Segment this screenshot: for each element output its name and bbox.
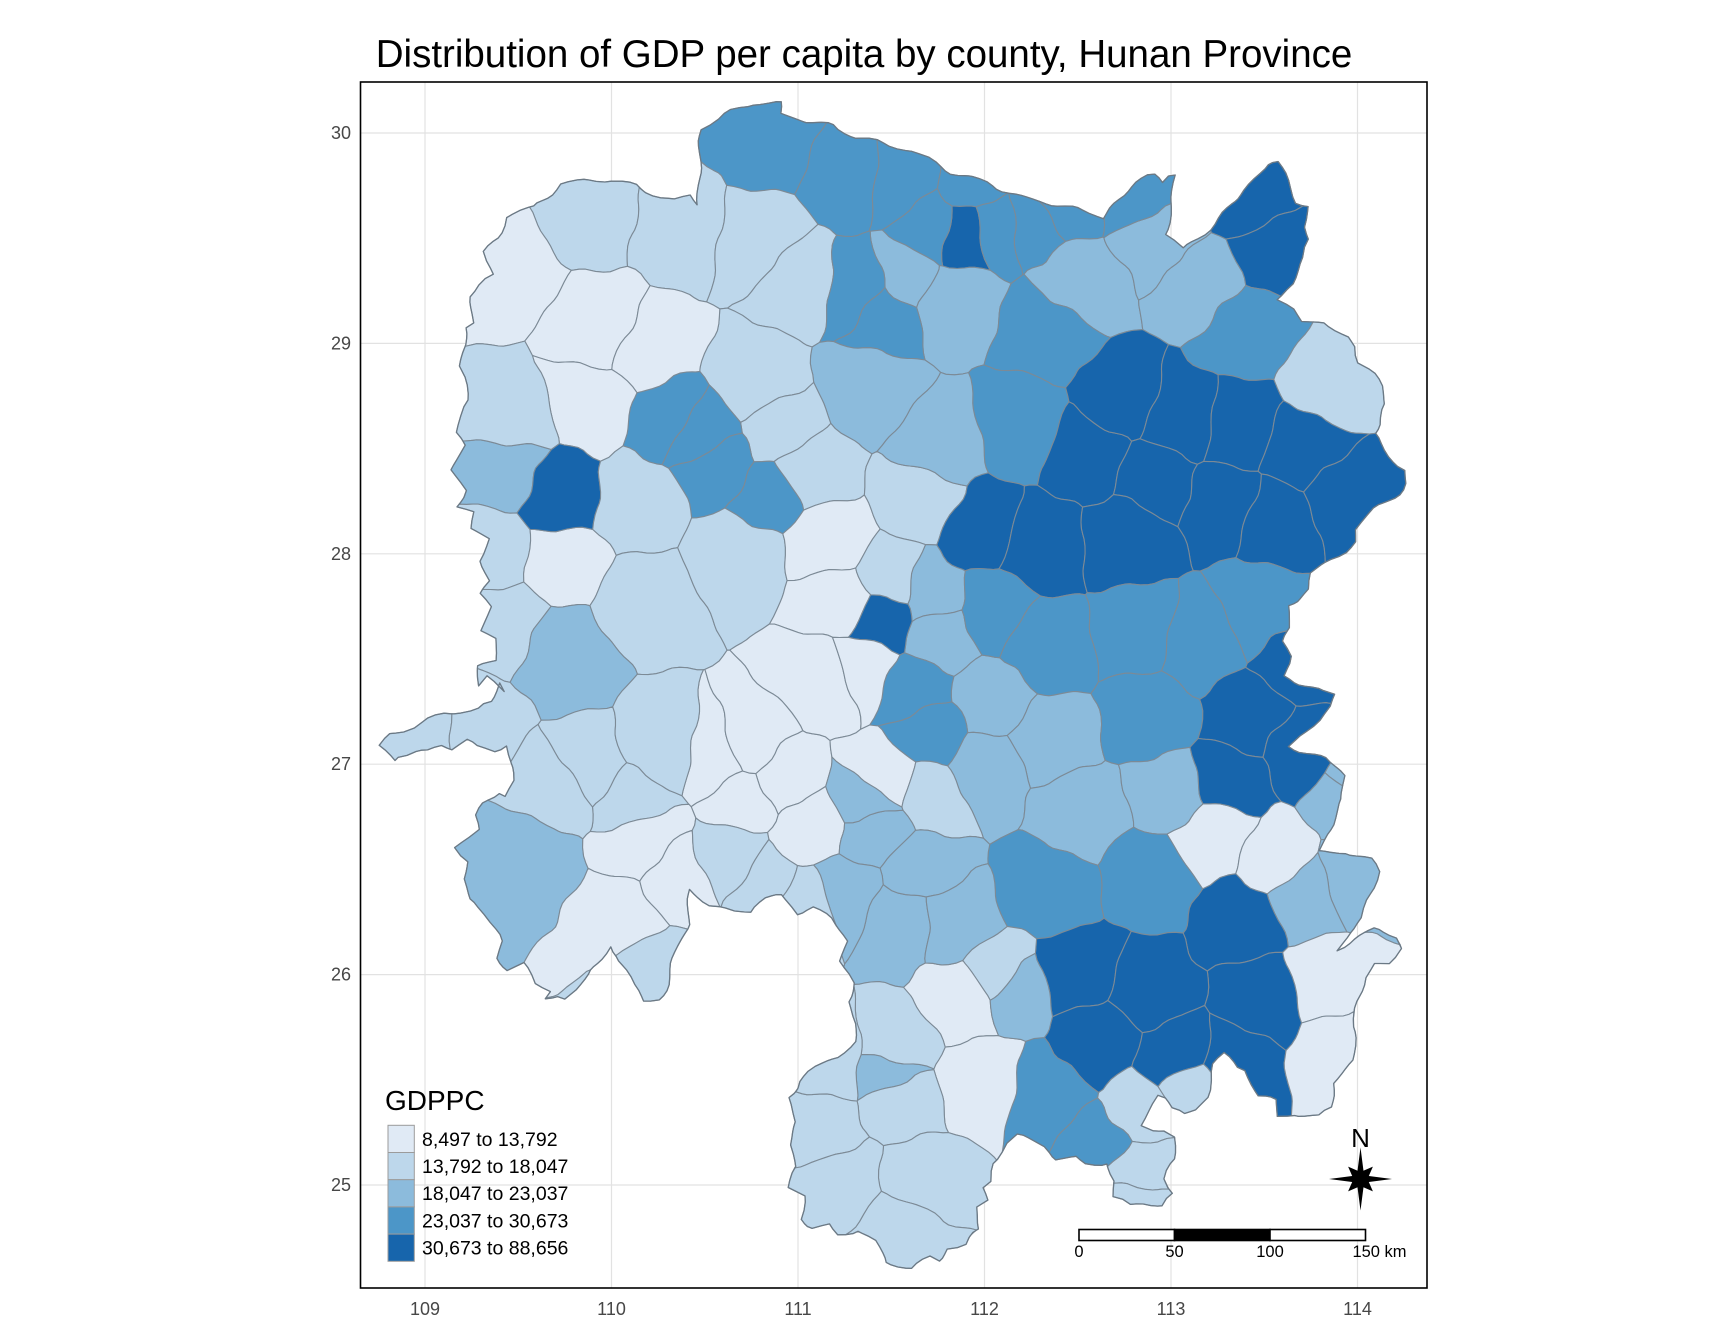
svg-text:25: 25 (331, 1175, 351, 1195)
svg-text:113: 113 (1157, 1299, 1186, 1319)
svg-text:30: 30 (331, 123, 351, 143)
svg-text:8,497 to 13,792: 8,497 to 13,792 (422, 1129, 558, 1151)
svg-text:114: 114 (1343, 1299, 1372, 1319)
svg-text:13,792 to 18,047: 13,792 to 18,047 (422, 1156, 568, 1178)
svg-text:0: 0 (1074, 1243, 1083, 1261)
svg-text:111: 111 (784, 1299, 811, 1319)
svg-text:28: 28 (331, 544, 351, 564)
svg-text:26: 26 (331, 965, 351, 985)
svg-text:N: N (1351, 1123, 1370, 1153)
svg-text:30,673 to 88,656: 30,673 to 88,656 (422, 1238, 568, 1260)
svg-text:50: 50 (1165, 1243, 1183, 1261)
svg-text:18,047 to 23,037: 18,047 to 23,037 (422, 1183, 568, 1205)
svg-text:23,037 to 30,673: 23,037 to 30,673 (422, 1210, 568, 1232)
svg-text:100: 100 (1256, 1243, 1284, 1261)
svg-text:29: 29 (331, 333, 351, 353)
svg-text:Distribution of GDP per capita: Distribution of GDP per capita by county… (376, 33, 1353, 76)
svg-text:150 km: 150 km (1352, 1243, 1406, 1261)
svg-text:GDPPC: GDPPC (385, 1085, 485, 1116)
svg-text:110: 110 (597, 1299, 626, 1319)
svg-text:112: 112 (970, 1299, 999, 1319)
svg-text:109: 109 (410, 1299, 440, 1319)
svg-text:27: 27 (331, 754, 351, 774)
